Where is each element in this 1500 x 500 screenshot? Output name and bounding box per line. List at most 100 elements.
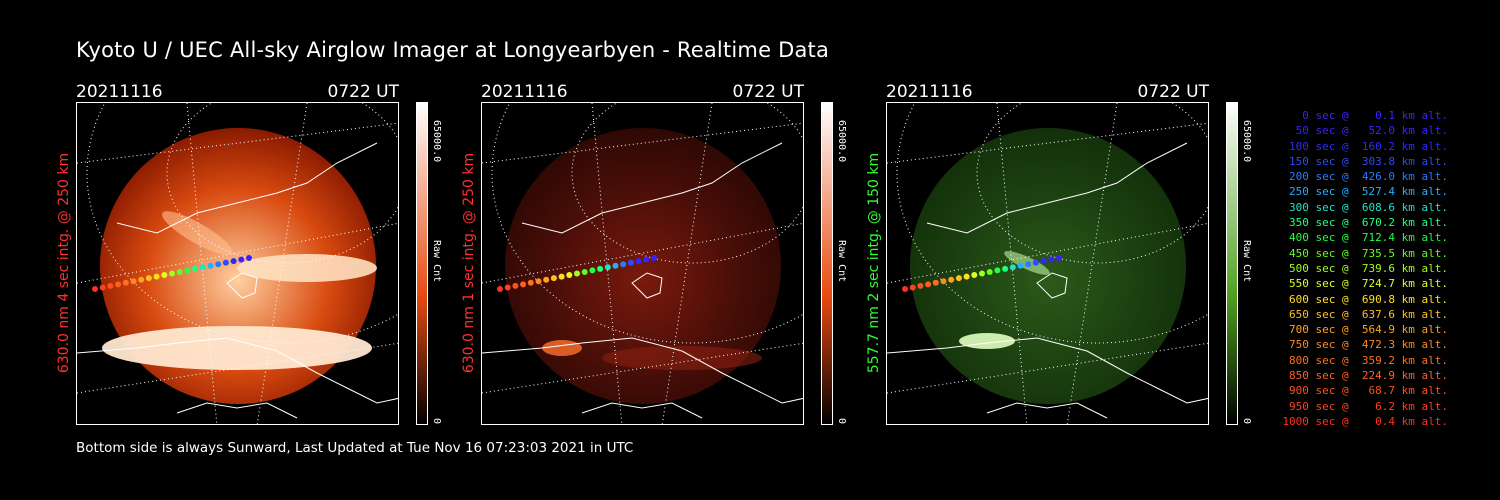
legend-entry: 200 sec @ 426.0 km alt.	[1282, 170, 1448, 184]
trajectory-point	[199, 264, 206, 271]
color-bar-unit: Raw Cnt	[1241, 240, 1252, 283]
color-bar-max: 65000.0	[431, 120, 442, 163]
all-sky-image	[481, 102, 804, 425]
color-bar-unit: Raw Cnt	[836, 240, 847, 283]
color-bar-unit: Raw Cnt	[431, 240, 442, 283]
trajectory-point	[1025, 261, 1032, 268]
trajectory-point	[909, 284, 916, 291]
legend-entry: 550 sec @ 724.7 km alt.	[1282, 277, 1448, 291]
trajectory-point	[169, 270, 175, 277]
legend-entry: 400 sec @ 712.4 km alt.	[1282, 231, 1448, 245]
trajectory-point	[627, 259, 634, 266]
trajectory-point	[902, 286, 908, 292]
trajectory-point	[92, 286, 98, 292]
legend-entry: 750 sec @ 472.3 km alt.	[1282, 338, 1448, 352]
trajectory-point	[107, 282, 114, 289]
legend-entry: 1000 sec @ 0.4 km alt.	[1282, 414, 1448, 428]
trajectory-point	[115, 281, 122, 288]
trajectory-point	[1040, 258, 1047, 265]
coastline	[77, 142, 398, 419]
footer-text: Bottom side is always Sunward, Last Upda…	[76, 440, 634, 456]
trajectory-point	[917, 282, 924, 289]
legend-entry: 650 sec @ 637.6 km alt.	[1282, 307, 1448, 321]
legend-entry: 450 sec @ 735.5 km alt.	[1282, 246, 1448, 260]
lat-lon-grid	[887, 103, 1208, 424]
legend-entry: 700 sec @ 564.9 km alt.	[1282, 323, 1448, 337]
trajectory-point	[145, 275, 152, 282]
coastline	[482, 142, 803, 419]
trajectory-point	[520, 281, 527, 288]
legend-entry: 250 sec @ 527.4 km alt.	[1282, 185, 1448, 199]
trajectory-point	[925, 281, 932, 288]
trajectory-point	[566, 272, 573, 279]
panel-date: 20211116	[886, 82, 973, 102]
color-bar-max: 65000.0	[836, 120, 847, 163]
panel-date: 20211116	[76, 82, 163, 102]
trajectory-point	[1017, 262, 1024, 269]
trajectory-point	[543, 276, 550, 283]
trajectory-point	[948, 276, 955, 283]
legend-entry: 350 sec @ 670.2 km alt.	[1282, 216, 1448, 230]
trajectory-point	[604, 264, 611, 271]
color-bar	[821, 102, 833, 425]
trajectory-point	[215, 261, 222, 268]
trajectory-point	[238, 256, 245, 263]
trajectory-point	[1048, 256, 1055, 263]
imager-panel-1: 20211116 0722 UT 65000.0 Raw Cnt 0	[76, 80, 476, 430]
sky-disk	[505, 128, 781, 404]
trajectory-point	[971, 272, 978, 279]
trajectory-legend: 0 sec @ 0.1 km alt. 50 sec @ 52.0 km alt…	[1268, 108, 1448, 429]
trajectory-point	[176, 268, 183, 275]
all-sky-image	[76, 102, 399, 425]
trajectory-point	[184, 267, 191, 274]
trajectory-point	[651, 255, 657, 261]
trajectory-point	[550, 275, 557, 282]
trajectory-point	[986, 268, 993, 275]
trajectory-point	[161, 272, 168, 279]
satellite-trajectory	[902, 255, 1062, 292]
panel-time: 0722 UT	[732, 82, 805, 102]
trajectory-point	[99, 284, 106, 291]
trajectory-point	[192, 265, 199, 272]
coastline	[887, 142, 1208, 419]
legend-entry: 900 sec @ 68.7 km alt.	[1282, 384, 1448, 398]
trajectory-point	[230, 258, 237, 265]
imager-panel-3: 20211116 0722 UT 65000.0 Raw Cnt 0	[886, 80, 1286, 430]
trajectory-point	[589, 267, 596, 274]
panel-ylabel: 557.7 nm 2 sec intg. @ 150 km	[866, 152, 882, 374]
legend-entry: 950 sec @ 6.2 km alt.	[1282, 399, 1448, 413]
trajectory-point	[581, 268, 588, 275]
trajectory-point	[612, 262, 619, 269]
color-bar-min: 0	[836, 418, 847, 425]
trajectory-point	[574, 270, 580, 277]
color-bar-min: 0	[1241, 418, 1252, 425]
panel-date: 20211116	[481, 82, 568, 102]
legend-entry: 300 sec @ 608.6 km alt.	[1282, 200, 1448, 214]
trajectory-point	[138, 276, 145, 283]
lat-lon-grid	[482, 103, 803, 424]
imager-panel-2: 20211116 0722 UT 65000.0 Raw Cnt 0	[481, 80, 881, 430]
panel-time: 0722 UT	[1137, 82, 1210, 102]
trajectory-point	[932, 279, 939, 286]
trajectory-point	[558, 273, 565, 280]
trajectory-point	[130, 278, 137, 285]
trajectory-point	[940, 278, 947, 285]
trajectory-point	[246, 255, 252, 261]
trajectory-point	[635, 258, 642, 265]
satellite-trajectory	[92, 255, 252, 292]
trajectory-point	[955, 275, 962, 282]
color-bar	[1226, 102, 1238, 425]
sky-disk	[910, 128, 1186, 404]
trajectory-point	[994, 267, 1001, 274]
page-title: Kyoto U / UEC All-sky Airglow Imager at …	[76, 38, 830, 62]
trajectory-point	[1056, 255, 1062, 261]
trajectory-point	[979, 270, 985, 277]
trajectory-point	[1009, 264, 1016, 271]
trajectory-point	[597, 265, 604, 272]
satellite-trajectory	[497, 255, 657, 292]
legend-entry: 100 sec @ 160.2 km alt.	[1282, 139, 1448, 153]
lat-lon-grid	[77, 103, 398, 424]
trajectory-point	[963, 273, 970, 280]
legend-entry: 800 sec @ 359.2 km alt.	[1282, 353, 1448, 367]
legend-entry: 500 sec @ 739.6 km alt.	[1282, 261, 1448, 275]
